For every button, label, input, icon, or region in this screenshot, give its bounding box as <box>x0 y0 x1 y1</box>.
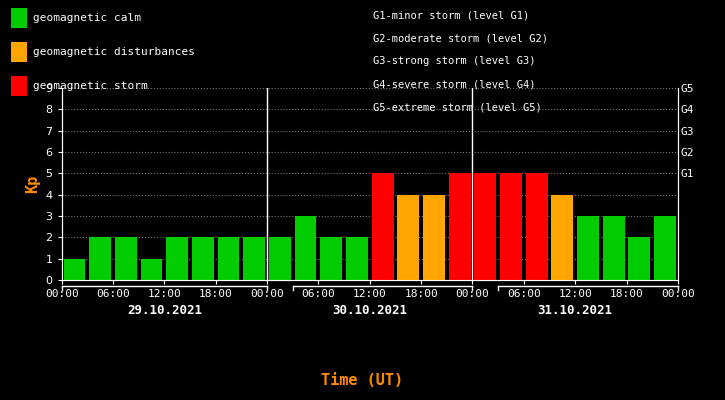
Bar <box>166 237 188 280</box>
Bar <box>602 216 625 280</box>
Bar <box>320 237 342 280</box>
Bar <box>577 216 599 280</box>
Bar <box>526 173 547 280</box>
Bar <box>372 173 394 280</box>
Bar <box>423 195 445 280</box>
Text: 31.10.2021: 31.10.2021 <box>538 304 613 316</box>
Text: G1-minor storm (level G1): G1-minor storm (level G1) <box>373 10 530 20</box>
Bar <box>115 237 137 280</box>
Bar <box>192 237 214 280</box>
Text: 30.10.2021: 30.10.2021 <box>332 304 407 316</box>
Bar <box>269 237 291 280</box>
Bar <box>346 237 368 280</box>
Text: geomagnetic disturbances: geomagnetic disturbances <box>33 47 194 57</box>
Y-axis label: Kp: Kp <box>25 175 40 193</box>
Text: G2-moderate storm (level G2): G2-moderate storm (level G2) <box>373 33 548 43</box>
Bar <box>654 216 676 280</box>
Bar <box>397 195 419 280</box>
Text: G5-extreme storm (level G5): G5-extreme storm (level G5) <box>373 103 542 113</box>
Bar <box>294 216 317 280</box>
Text: geomagnetic storm: geomagnetic storm <box>33 81 147 91</box>
Bar <box>64 259 86 280</box>
Bar <box>500 173 522 280</box>
Text: geomagnetic calm: geomagnetic calm <box>33 13 141 23</box>
Bar <box>552 195 573 280</box>
Bar <box>89 237 111 280</box>
Bar <box>218 237 239 280</box>
Bar <box>141 259 162 280</box>
Bar <box>629 237 650 280</box>
Bar <box>449 173 471 280</box>
Bar <box>474 173 496 280</box>
Text: G4-severe storm (level G4): G4-severe storm (level G4) <box>373 80 536 90</box>
Text: Time (UT): Time (UT) <box>321 373 404 388</box>
Text: 29.10.2021: 29.10.2021 <box>127 304 202 316</box>
Text: G3-strong storm (level G3): G3-strong storm (level G3) <box>373 56 536 66</box>
Bar <box>244 237 265 280</box>
